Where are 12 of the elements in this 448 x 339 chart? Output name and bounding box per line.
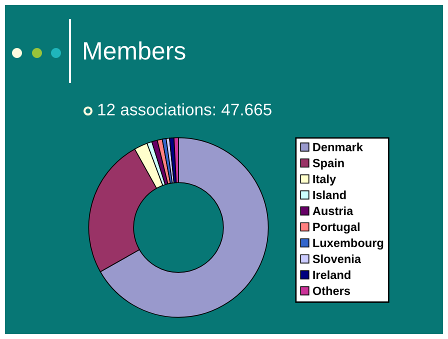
chart-subtitle: 12 associations: 47.665 bbox=[98, 103, 272, 116]
legend-label: Luxembourg bbox=[313, 238, 384, 250]
legend-label: Denmark bbox=[313, 142, 363, 152]
legend-label: Slovenia bbox=[312, 254, 362, 264]
legend-label: Spain bbox=[312, 158, 344, 170]
legend-label: Ireland bbox=[313, 270, 350, 280]
chart-title: Members bbox=[84, 41, 186, 60]
legend-label: Portugal bbox=[313, 222, 360, 234]
legend-label: Others bbox=[312, 286, 350, 296]
legend-label: Island bbox=[313, 190, 346, 200]
legend-label: Austria bbox=[312, 206, 354, 216]
legend-label: Italy bbox=[313, 174, 336, 186]
